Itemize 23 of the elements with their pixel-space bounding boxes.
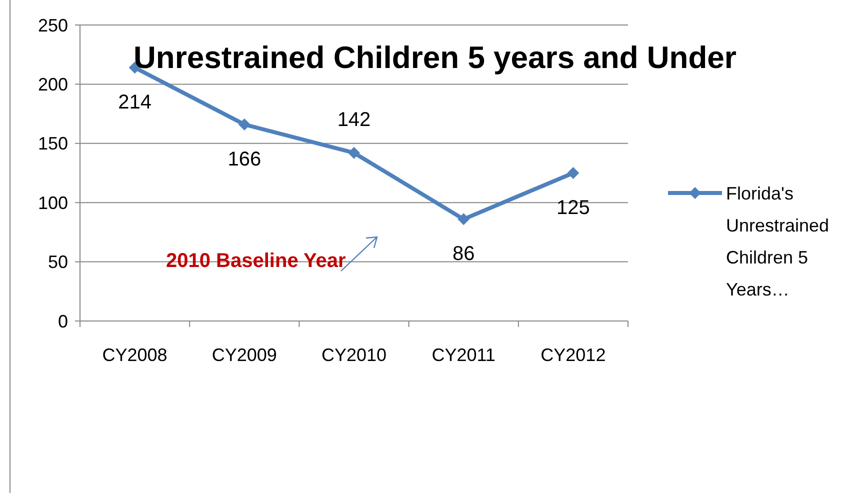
point [567, 167, 580, 179]
point [348, 146, 360, 159]
y-tick-label: 50 [48, 252, 68, 272]
point [458, 213, 470, 226]
point [238, 118, 250, 130]
annotation: 2010 Baseline Year [166, 250, 346, 272]
legend-label: Florida's Unrestrained Children 5 Years… [726, 183, 830, 300]
y-tick-label: 250 [38, 15, 68, 36]
x-tick-label: CY2012 [540, 345, 606, 365]
x-tick-label: CY2011 [432, 345, 496, 365]
data-label: 142 [337, 108, 371, 131]
data-label: 86 [452, 243, 475, 266]
y-tick-label: 150 [38, 134, 68, 154]
y-tick-label: 200 [38, 74, 68, 94]
data-label: 125 [556, 197, 590, 219]
x-tick-label: CY2009 [212, 345, 277, 365]
data-label: 214 [118, 92, 152, 114]
y-tick-label: 100 [38, 192, 68, 213]
x-tick-label: CY2008 [102, 345, 168, 365]
text: Unrestrained Children 5 years and Under [134, 40, 736, 75]
x-tick-label: CY2010 [321, 345, 387, 365]
data-label: 166 [228, 148, 262, 170]
y-tick-label: 0 [58, 311, 68, 332]
